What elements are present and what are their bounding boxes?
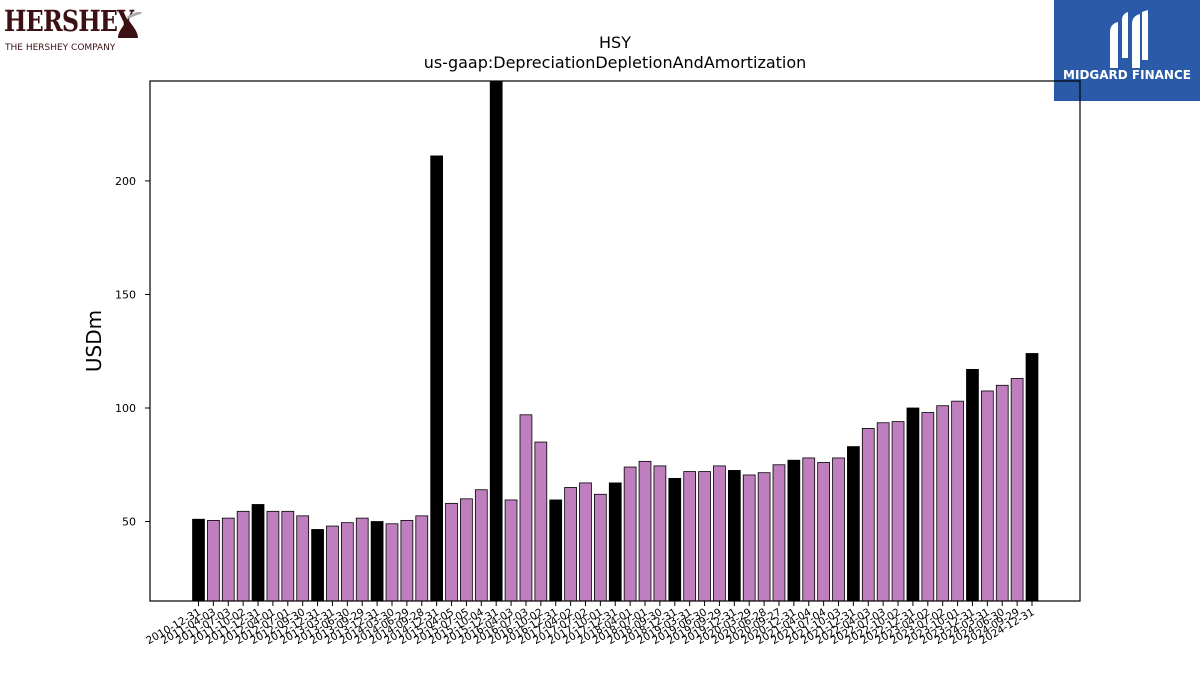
bar-2017-04-02	[564, 487, 577, 602]
plot-frame	[149, 80, 1081, 602]
bar-2016-10-02	[534, 441, 548, 602]
bar-2019-06-30	[698, 471, 711, 602]
bar-2014-12-31	[430, 155, 444, 602]
chart-title: HSY	[599, 33, 631, 52]
bar-2021-12-31	[847, 446, 860, 602]
bar-2018-09-30	[653, 465, 667, 602]
bar-2017-12-31	[608, 482, 622, 602]
midgard-finance-logo: MIDGARD FINANCE	[1054, 0, 1200, 101]
bar-2012-07-01	[281, 510, 295, 602]
bar-2022-10-02	[891, 421, 905, 602]
hershey-subtitle: THE HERSHEY COMPANY	[5, 43, 116, 53]
bar-2014-09-28	[415, 515, 429, 602]
bar-2022-07-03	[876, 422, 890, 602]
bar-2018-04-01	[623, 466, 637, 602]
bar-2013-09-29	[355, 517, 369, 602]
bar-2023-12-31	[966, 368, 979, 602]
bar-2013-03-31	[326, 525, 339, 602]
bar-2011-12-31	[251, 504, 265, 602]
chart-subtitle: us-gaap:DepreciationDepletionAndAmortiza…	[424, 53, 807, 72]
bar-2019-03-31	[683, 471, 697, 602]
bar-2010-12-31	[192, 518, 205, 602]
bar-2011-10-02	[236, 510, 250, 602]
bar-2017-07-02	[579, 482, 592, 602]
bar-2011-07-03	[221, 517, 235, 602]
bar-2020-12-31	[787, 459, 801, 602]
y-tick-label: 100	[115, 402, 136, 415]
y-tick-label: 200	[115, 175, 136, 188]
bar-2017-10-01	[594, 493, 607, 602]
y-axis: 50 100 150 200	[115, 175, 150, 529]
bar-2020-06-28	[757, 472, 771, 602]
bar-2022-04-03	[861, 428, 875, 602]
hershey-logo: HERSHEY THE HERSHEY COMPANY	[4, 4, 144, 56]
bar-2014-03-30	[385, 523, 399, 602]
bar-2020-03-29	[742, 474, 756, 602]
midgard-name: MIDGARD FINANCE	[1063, 68, 1191, 82]
bar-2016-12-31	[549, 499, 563, 602]
y-tick-label: 50	[122, 516, 136, 529]
y-axis-label: USDm	[82, 310, 106, 372]
bar-2024-09-29	[1010, 378, 1024, 602]
bar-2019-09-29	[713, 465, 726, 602]
bar-2012-12-31	[311, 529, 324, 602]
bar-2016-04-03	[504, 499, 518, 602]
bar-2014-06-29	[400, 519, 414, 602]
bar-2024-12-31	[1025, 353, 1039, 602]
bar-2013-12-31	[370, 521, 384, 602]
bar-2024-06-30	[995, 384, 1009, 602]
y-tick-label: 150	[115, 288, 136, 301]
midgard-emblem-icon	[1110, 10, 1148, 68]
bar-2022-12-31	[906, 407, 920, 602]
bar-2021-10-03	[832, 457, 845, 602]
kiss-icon	[118, 12, 142, 38]
bar-2021-07-04	[817, 462, 830, 602]
bar-2019-12-31	[727, 470, 741, 602]
bar-2015-04-05	[445, 502, 458, 602]
bar-2023-07-02	[936, 405, 950, 602]
bar-2015-07-05	[460, 498, 473, 602]
x-axis: 2010-12-312011-04-032011-07-032011-10-02…	[144, 601, 1037, 647]
hershey-wordmark: HERSHEY	[4, 4, 134, 38]
bar-series	[192, 80, 1039, 602]
bar-2023-10-01	[951, 400, 964, 602]
bar-2021-04-04	[802, 457, 816, 602]
bar-2018-12-31	[668, 477, 682, 602]
bar-2018-07-01	[638, 460, 652, 602]
bar-2012-09-30	[296, 515, 310, 602]
bar-2012-04-01	[266, 510, 280, 602]
bar-2020-09-27	[772, 464, 786, 602]
bar-2013-06-30	[340, 522, 354, 602]
bar-2024-03-31	[980, 390, 994, 602]
bar-2011-04-03	[207, 519, 220, 602]
bar-2015-10-04	[474, 489, 488, 602]
bar-2016-07-03	[519, 414, 533, 602]
bar-2023-04-02	[921, 412, 935, 602]
bar-2015-12-31	[489, 80, 503, 602]
